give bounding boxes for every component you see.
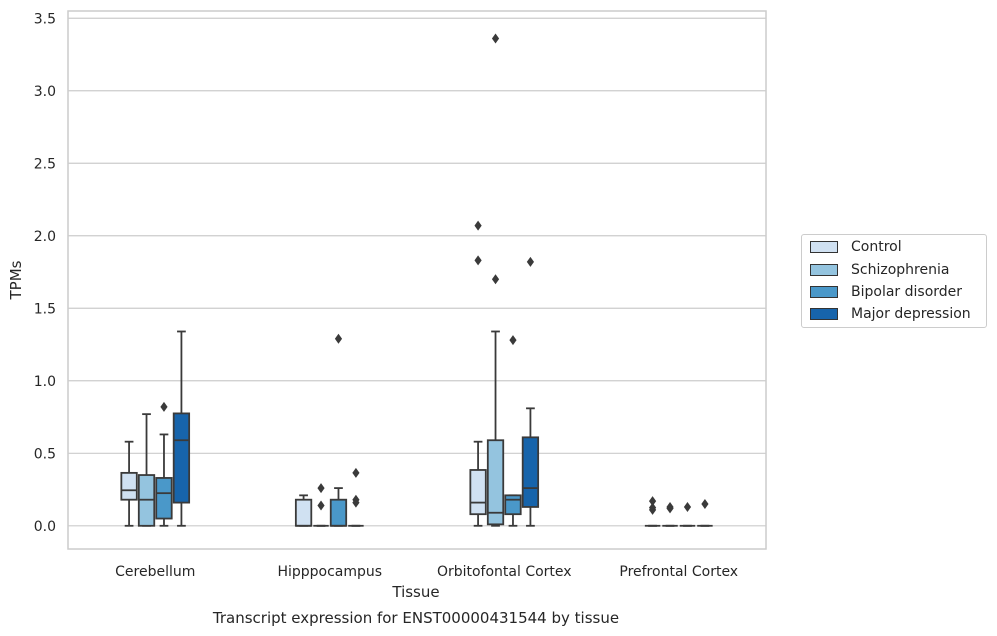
outlier-point [317, 500, 325, 511]
outlier-point [526, 256, 535, 267]
box [155, 477, 173, 520]
y-tick-label: 0.0 [34, 519, 56, 535]
outlier-point [474, 220, 482, 231]
box [521, 436, 540, 508]
legend-item-major-depression: Major depression [810, 304, 971, 324]
box [120, 471, 138, 501]
y-tick-label: 3.0 [34, 84, 56, 100]
y-tick-label: 1.5 [34, 301, 56, 317]
outlier-point [683, 501, 692, 512]
y-tick-label: 2.0 [34, 229, 56, 245]
outlier-point [666, 501, 674, 512]
x-tick-label: Orbitofontal Cortex [437, 564, 572, 580]
legend-item-bipolar-disorder: Bipolar disorder [810, 282, 962, 302]
legend-swatch-bipolar-disorder [810, 286, 838, 298]
legend-swatch-control [810, 241, 838, 253]
box [504, 494, 522, 516]
legend-swatch-schizophrenia [810, 264, 838, 276]
x-tick-label: Prefrontal Cortex [619, 564, 738, 580]
x-axis-label: Tissue [391, 583, 439, 601]
outlier-point [317, 483, 325, 494]
outlier-point [334, 333, 343, 344]
outlier-point [352, 467, 360, 478]
outlier-point [509, 335, 517, 346]
chart-title: Transcript expression for ENST0000043154… [212, 609, 619, 627]
legend-swatch-major-depression [810, 308, 838, 320]
outlier-point [474, 255, 482, 266]
legend-item-schizophrenia: Schizophrenia [810, 260, 949, 280]
legend-label-bipolar-disorder: Bipolar disorder [851, 284, 963, 300]
outlier-point [491, 33, 500, 44]
y-axis-label: TPMs [7, 260, 25, 300]
box [469, 469, 487, 516]
x-tick-label: Hipppocampus [277, 564, 382, 580]
y-tick-label: 1.0 [34, 374, 56, 390]
legend-label-major-depression: Major depression [851, 306, 971, 322]
box [172, 412, 191, 504]
y-tick-label: 3.5 [34, 11, 56, 27]
outlier-point [648, 502, 657, 513]
legend-label-control: Control [851, 239, 902, 255]
outlier-point [160, 401, 168, 412]
outlier-point [648, 496, 657, 507]
x-tick-label: Cerebellum [115, 564, 195, 580]
plot-area [67, 10, 767, 550]
outlier-point [491, 274, 500, 285]
y-tick-label: 2.5 [34, 156, 56, 172]
y-tick-label: 0.5 [34, 446, 56, 462]
legend: Control Schizophrenia Bipolar disorder M… [801, 234, 987, 328]
outlier-point [701, 499, 709, 510]
box [294, 498, 313, 527]
box [329, 498, 348, 527]
box [486, 439, 505, 526]
legend-item-control: Control [810, 237, 902, 257]
outlier-point [352, 494, 360, 505]
legend-label-schizophrenia: Schizophrenia [851, 262, 950, 278]
